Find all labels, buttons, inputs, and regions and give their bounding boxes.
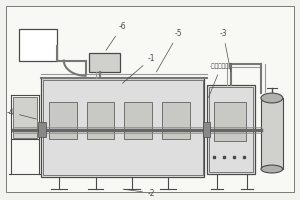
- Bar: [88, 53, 120, 72]
- Text: -6: -6: [106, 22, 126, 50]
- Bar: [87, 102, 114, 139]
- Bar: [49, 102, 77, 139]
- Bar: [124, 102, 152, 139]
- Text: -3: -3: [219, 29, 231, 72]
- Bar: [43, 80, 203, 175]
- Ellipse shape: [261, 165, 283, 173]
- Text: -1: -1: [122, 54, 155, 83]
- Bar: [38, 122, 46, 137]
- Bar: [209, 87, 253, 172]
- Text: -2: -2: [123, 189, 155, 198]
- Bar: [41, 78, 205, 177]
- Bar: [208, 85, 255, 174]
- Bar: [261, 98, 283, 169]
- Text: -5: -5: [156, 29, 182, 72]
- Bar: [19, 29, 57, 61]
- Bar: [214, 102, 246, 141]
- Bar: [13, 97, 37, 138]
- Bar: [162, 102, 190, 139]
- Ellipse shape: [261, 93, 283, 103]
- Bar: [202, 122, 210, 137]
- Text: -微波氧化装置: -微波氧化装置: [208, 64, 232, 97]
- Text: -4: -4: [6, 108, 36, 119]
